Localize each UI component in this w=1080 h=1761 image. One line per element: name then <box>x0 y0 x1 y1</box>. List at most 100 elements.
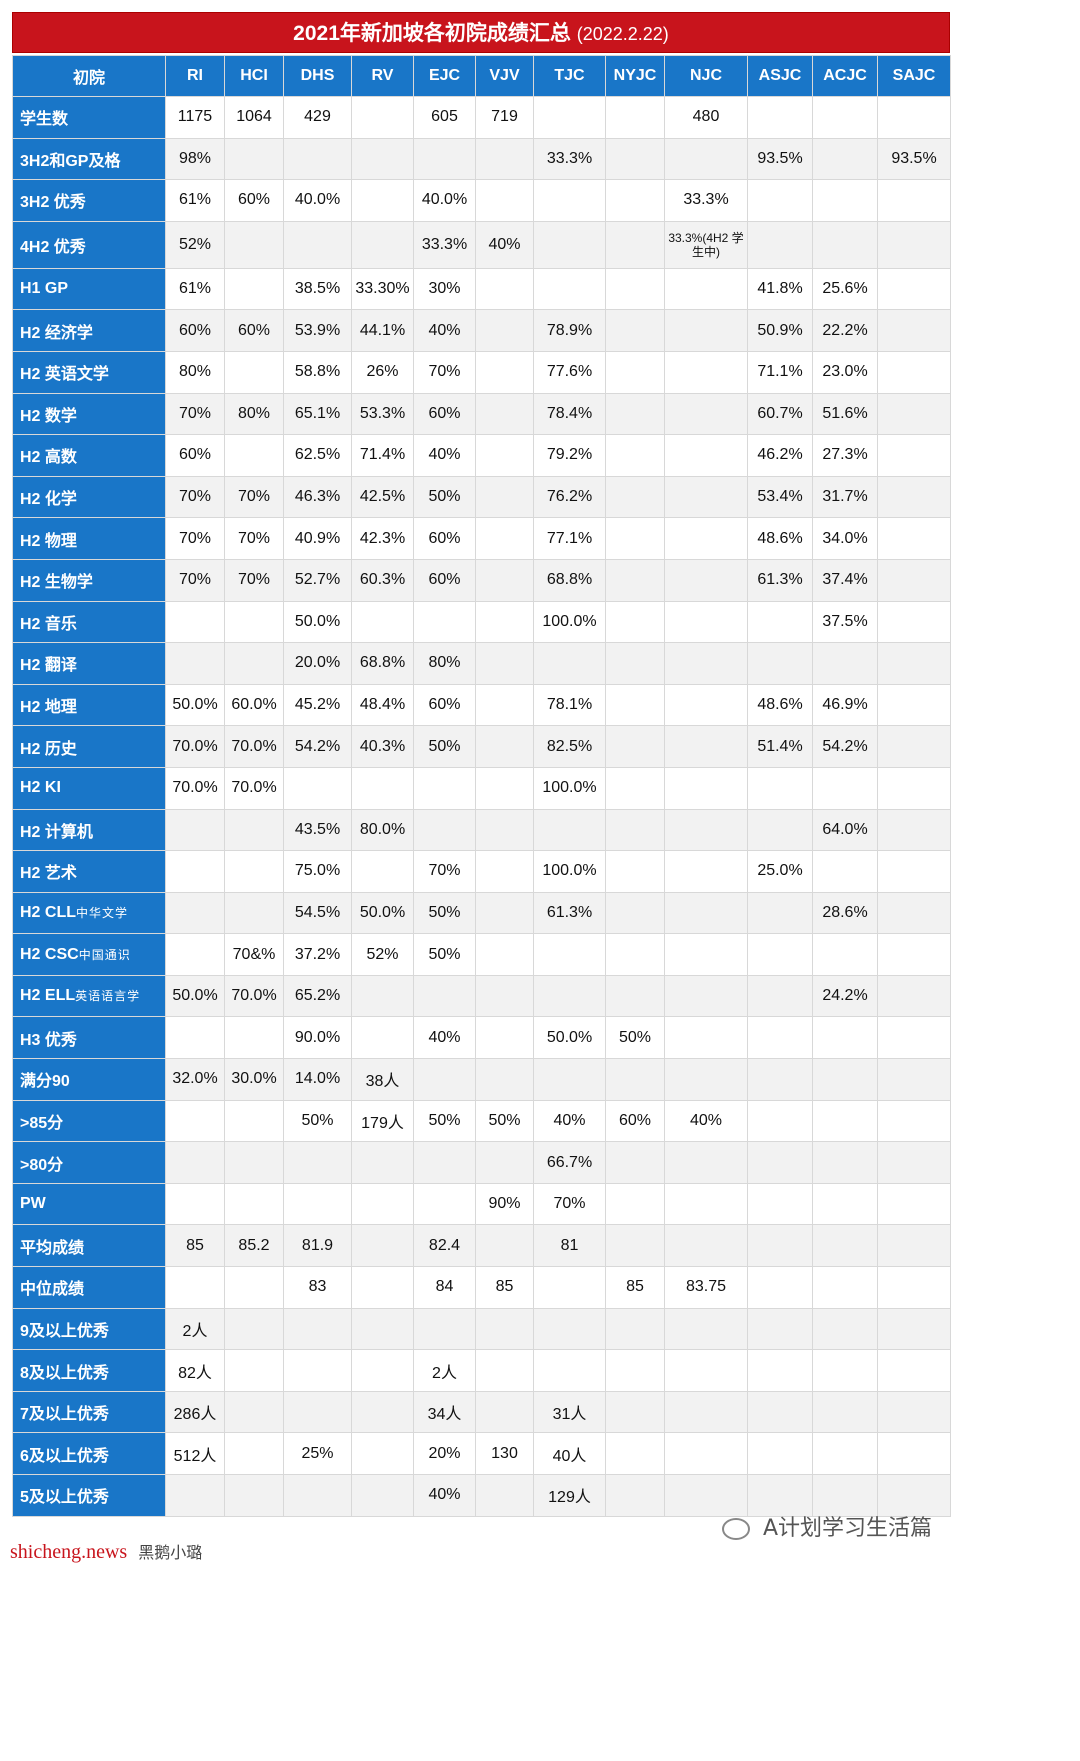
table-cell <box>747 1474 813 1517</box>
table-cell <box>747 933 813 976</box>
table-cell <box>605 475 665 519</box>
table-cell: 70% <box>413 850 476 893</box>
column-header: TJC <box>533 55 606 97</box>
table-cell: 52% <box>351 933 414 976</box>
row-label: 3H2和GP及格 <box>12 137 166 181</box>
cell-note: 33.3%(4H2 学生中) <box>668 230 744 259</box>
table-cell: 51.6% <box>812 392 878 436</box>
table-cell <box>664 434 748 477</box>
table-cell: 50.9% <box>747 309 813 352</box>
row-label: H2 英语文学 <box>12 350 166 394</box>
table-cell <box>224 267 284 311</box>
table-cell: 60% <box>165 309 225 352</box>
table-cell <box>475 137 534 181</box>
row-label-text: PW <box>20 1195 46 1213</box>
table-cell: 33.3%(4H2 学生中) <box>664 220 748 269</box>
table-title: 2021年新加坡各初院成绩汇总 (2022.2.22) <box>12 12 950 53</box>
table-cell <box>605 891 665 935</box>
table-cell: 76.2% <box>533 475 606 519</box>
table-cell <box>224 1099 284 1143</box>
row-label-text: 中位成绩 <box>20 1281 85 1299</box>
table-cell <box>475 1474 534 1517</box>
table-cell <box>812 220 878 269</box>
table-cell <box>812 1058 878 1101</box>
table-cell: 60.3% <box>351 558 414 602</box>
table-cell <box>605 933 665 976</box>
table-cell <box>351 1016 414 1060</box>
table-cell: 28.6% <box>812 891 878 935</box>
table-cell <box>283 1390 352 1434</box>
row-label-text: H2 地理 <box>20 699 77 717</box>
table-cell <box>475 1390 534 1434</box>
table-cell: 50% <box>475 1099 534 1143</box>
table-cell <box>747 1016 813 1060</box>
table-cell <box>533 1058 606 1101</box>
table-cell: 30.0% <box>224 1058 284 1101</box>
row-label: 4H2 优秀 <box>12 220 166 269</box>
table-cell <box>605 683 665 727</box>
table-cell <box>747 179 813 222</box>
table-cell: 40.0% <box>413 179 476 222</box>
table-cell <box>812 850 878 893</box>
table-cell <box>224 1141 284 1184</box>
table-cell <box>877 600 951 644</box>
table-cell <box>413 600 476 644</box>
table-cell: 98% <box>165 137 225 181</box>
table-cell <box>664 1432 748 1475</box>
table-cell: 33.30% <box>351 267 414 311</box>
table-cell: 40.9% <box>283 517 352 560</box>
table-cell: 34.0% <box>812 517 878 560</box>
table-row: H2 历史 70.0% 70.0% 54.2% 40.3% 50% 82.5% 51.4% 54… <box>12 725 951 768</box>
table-cell: 85 <box>165 1224 225 1268</box>
table-cell: 70% <box>224 475 284 519</box>
table-cell <box>475 392 534 436</box>
table-row: 9及以上优秀 2人 <box>12 1307 951 1351</box>
table-cell <box>812 1474 878 1517</box>
row-label-sub: 中国通识 <box>78 947 131 962</box>
table-cell: 45.2% <box>283 683 352 727</box>
table-cell: 80% <box>413 642 476 685</box>
table-cell <box>664 1349 748 1392</box>
table-cell: 78.4% <box>533 392 606 436</box>
table-cell <box>812 1141 878 1184</box>
table-cell: 38.5% <box>283 267 352 311</box>
table-cell: 62.5% <box>283 434 352 477</box>
row-label: H2 艺术 <box>12 850 166 893</box>
table-cell <box>812 137 878 181</box>
table-cell: 50.0% <box>165 683 225 727</box>
column-header: NYJC <box>605 55 665 97</box>
row-label: >80分 <box>12 1141 166 1184</box>
table-cell: 60% <box>605 1099 665 1143</box>
row-label: H1 GP <box>12 267 166 311</box>
table-cell: 14.0% <box>283 1058 352 1101</box>
table-cell: 65.2% <box>283 974 352 1018</box>
table-row: H2 生物学 70% 70% 52.7% 60.3% 60% 68.8% 61.3% 37.4% <box>12 558 951 602</box>
row-label-text: H2 化学 <box>20 491 77 509</box>
column-header-college: 初院 <box>12 55 166 97</box>
table-cell: 68.8% <box>533 558 606 602</box>
table-cell <box>605 1390 665 1434</box>
column-header: RI <box>165 55 225 97</box>
table-cell: 60% <box>413 392 476 436</box>
table-cell: 100.0% <box>533 766 606 810</box>
row-label-text: 满分90 <box>20 1073 70 1091</box>
table-cell <box>165 600 225 644</box>
table-row: 中位成绩 83 84 85 85 83.75 <box>12 1266 951 1309</box>
footer-brand: 黑鹅小璐 <box>138 1545 203 1562</box>
table-cell <box>877 642 951 685</box>
table-cell: 46.9% <box>812 683 878 727</box>
table-row: 学生数 1175 1064 429 605 719 480 <box>12 96 951 139</box>
table-row: H2 化学 70% 70% 46.3% 42.5% 50% 76.2% 53.4% 31.7% <box>12 475 951 519</box>
table-cell <box>533 1266 606 1309</box>
table-cell <box>605 1141 665 1184</box>
table-cell <box>877 891 951 935</box>
row-label-text: H2 物理 <box>20 532 77 550</box>
row-label: H2 CSC中国通识 <box>12 933 166 976</box>
table-row: 5及以上优秀 40% 129人 <box>12 1474 951 1517</box>
table-cell <box>605 1474 665 1517</box>
row-label-text: 3H2和GP及格 <box>20 152 121 170</box>
table-cell <box>664 1307 748 1351</box>
table-cell: 26% <box>351 350 414 394</box>
table-cell <box>475 725 534 768</box>
table-cell <box>475 309 534 352</box>
